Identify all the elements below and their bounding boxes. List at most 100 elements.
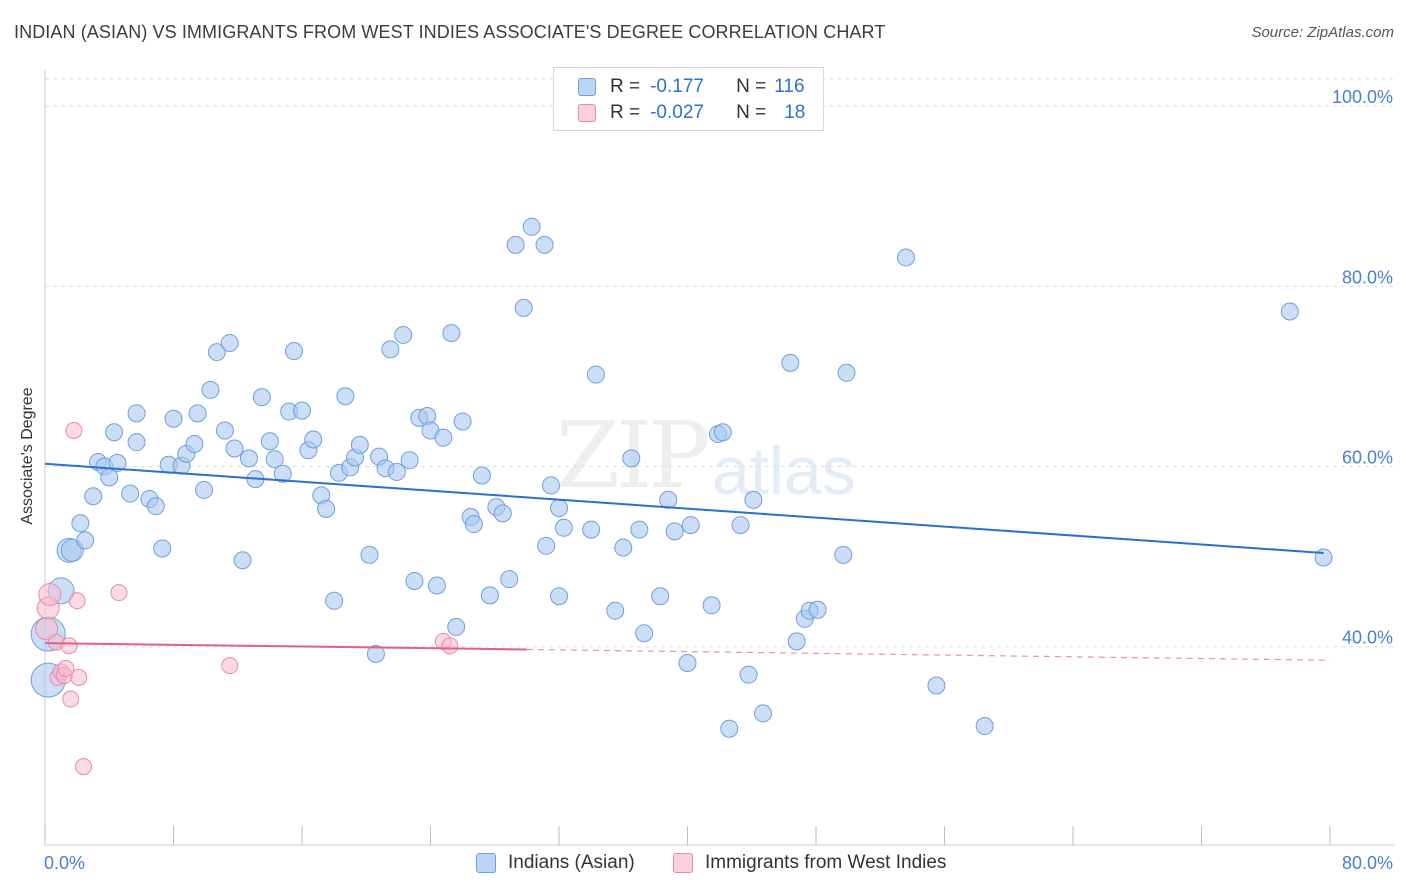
series-legend: Indians (Asian) Immigrants from West Ind… xyxy=(0,852,1406,878)
data-point-indians xyxy=(427,576,446,595)
data-point-indians xyxy=(195,480,214,499)
data-point-indians xyxy=(84,487,103,506)
legend-label-west-indies: Immigrants from West Indies xyxy=(705,852,947,873)
correlation-legend: R = -0.177 N = 116 R = -0.027 N = 18 xyxy=(553,67,824,131)
data-point-indians xyxy=(225,439,244,458)
legend-swatch-pink xyxy=(673,853,693,873)
data-point-indians xyxy=(442,324,461,343)
data-point-indians xyxy=(188,404,207,423)
data-point-indians xyxy=(622,449,641,468)
legend-item-west-indies[interactable]: Immigrants from West Indies xyxy=(673,852,946,874)
data-point-indians xyxy=(153,539,172,558)
data-point-indians xyxy=(702,596,721,615)
data-point-indians xyxy=(635,624,654,643)
data-point-indians xyxy=(514,298,533,317)
data-point-indians xyxy=(121,484,140,503)
watermark-atlas: atlas xyxy=(712,433,856,509)
data-point-indians xyxy=(975,717,994,736)
data-point-indians xyxy=(336,387,355,406)
data-point-indians xyxy=(744,490,763,509)
data-point-west-indies xyxy=(70,668,88,686)
data-point-indians xyxy=(387,462,406,481)
data-point-indians xyxy=(71,514,90,533)
data-point-west-indies xyxy=(110,584,128,602)
data-point-indians xyxy=(781,353,800,372)
data-point-indians xyxy=(720,719,739,738)
data-point-indians xyxy=(453,412,472,431)
data-point-indians xyxy=(239,449,258,468)
source-label: Source: ZipAtlas.com xyxy=(1251,24,1394,41)
data-point-indians xyxy=(522,217,541,236)
legend-n-label: N = xyxy=(736,76,767,97)
data-point-indians xyxy=(394,325,413,344)
data-point-west-indies xyxy=(57,659,75,677)
data-point-indians xyxy=(146,497,165,516)
data-point-indians xyxy=(265,450,284,469)
data-point-indians xyxy=(434,428,453,447)
data-point-indians xyxy=(535,235,554,254)
data-point-indians xyxy=(400,451,419,470)
legend-n-label: N = xyxy=(736,102,767,123)
data-point-indians xyxy=(787,632,806,651)
legend-item-indians[interactable]: Indians (Asian) xyxy=(476,852,635,874)
data-point-indians xyxy=(739,665,758,684)
data-point-indians xyxy=(586,365,605,384)
data-point-indians xyxy=(366,644,385,663)
data-point-indians xyxy=(651,587,670,606)
legend-swatch-blue xyxy=(476,853,496,873)
data-point-indians xyxy=(127,404,146,423)
data-point-indians xyxy=(896,248,915,267)
data-point-indians xyxy=(659,490,678,509)
data-point-indians xyxy=(284,342,303,361)
legend-n-value: 18 xyxy=(784,102,806,123)
y-tick-label: 80.0% xyxy=(1342,267,1393,287)
data-point-indians xyxy=(808,600,827,619)
data-point-west-indies xyxy=(68,592,86,610)
data-point-west-indies xyxy=(62,690,80,708)
data-point-indians xyxy=(464,515,483,534)
data-point-indians xyxy=(927,676,946,695)
data-point-indians xyxy=(1280,302,1299,321)
data-point-indians xyxy=(606,601,625,620)
legend-swatch-pink xyxy=(578,104,596,122)
data-point-indians xyxy=(554,518,573,537)
x-tick-label: 80.0% xyxy=(1342,853,1393,873)
trend-line-west-indies xyxy=(44,642,527,651)
data-point-indians xyxy=(834,545,853,564)
data-point-indians xyxy=(713,423,732,442)
data-point-indians xyxy=(681,516,700,535)
data-point-indians xyxy=(614,538,633,557)
legend-r-value: -0.027 xyxy=(650,102,704,123)
data-point-indians xyxy=(215,421,234,440)
data-point-indians xyxy=(220,334,239,353)
data-point-indians xyxy=(164,409,183,428)
trend-line-indians xyxy=(44,462,1324,555)
legend-r-label: R = xyxy=(610,76,641,97)
data-point-indians xyxy=(550,498,568,517)
data-point-west-indies xyxy=(38,582,62,606)
data-point-indians xyxy=(500,570,519,589)
legend-r-value: -0.177 xyxy=(650,76,704,97)
data-point-indians xyxy=(317,499,336,518)
data-point-indians xyxy=(260,432,279,451)
data-point-west-indies xyxy=(60,637,78,655)
data-point-indians xyxy=(108,453,127,472)
legend-r-label: R = xyxy=(610,102,641,123)
data-point-indians xyxy=(537,536,556,555)
data-point-indians xyxy=(480,586,499,605)
y-tick-label: 100.0% xyxy=(1332,87,1393,107)
data-point-indians xyxy=(233,551,252,570)
data-point-indians xyxy=(837,363,856,382)
data-point-indians xyxy=(252,388,271,407)
data-point-indians xyxy=(360,545,379,564)
chart-title: INDIAN (ASIAN) VS IMMIGRANTS FROM WEST I… xyxy=(14,22,886,42)
y-tick-label: 40.0% xyxy=(1342,628,1393,648)
data-point-indians xyxy=(185,434,204,453)
data-point-indians xyxy=(105,423,124,442)
y-tick-label: 60.0% xyxy=(1342,448,1393,468)
data-point-indians xyxy=(665,522,684,541)
legend-row-indians: R = -0.177 N = 116 xyxy=(578,75,805,99)
data-point-indians xyxy=(550,587,568,606)
data-point-indians xyxy=(381,340,400,359)
